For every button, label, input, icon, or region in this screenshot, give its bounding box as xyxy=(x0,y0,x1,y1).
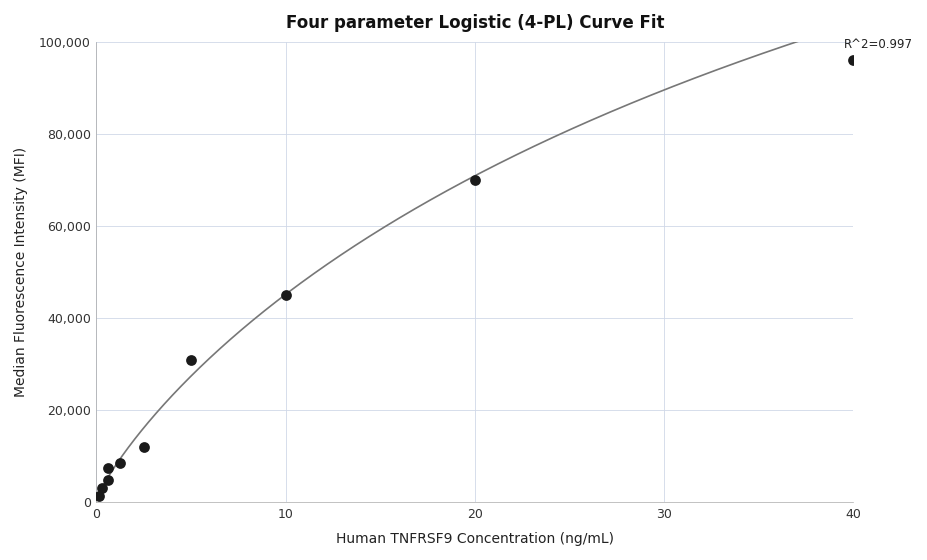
Point xyxy=(95,483,109,492)
Point xyxy=(184,355,198,364)
X-axis label: Human TNFRSF9 Concentration (ng/mL): Human TNFRSF9 Concentration (ng/mL) xyxy=(336,532,614,546)
Point xyxy=(136,443,151,452)
Point xyxy=(278,291,293,300)
Y-axis label: Median Fluorescence Intensity (MFI): Median Fluorescence Intensity (MFI) xyxy=(14,147,28,397)
Point xyxy=(113,459,128,468)
Point xyxy=(101,476,116,485)
Point xyxy=(101,464,116,473)
Text: R^2=0.997: R^2=0.997 xyxy=(844,38,913,51)
Point xyxy=(845,56,860,65)
Point xyxy=(92,491,107,500)
Point xyxy=(467,175,482,184)
Title: Four parameter Logistic (4-PL) Curve Fit: Four parameter Logistic (4-PL) Curve Fit xyxy=(286,14,664,32)
